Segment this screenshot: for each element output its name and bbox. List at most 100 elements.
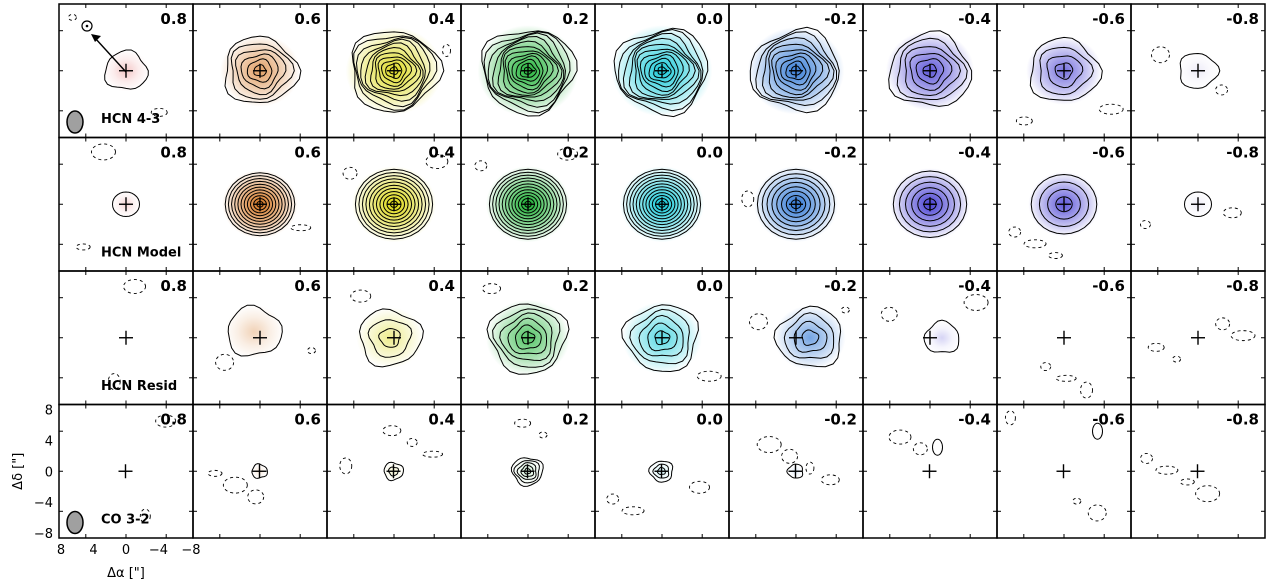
contour-line [780,55,811,86]
panel-content [107,279,147,390]
negative-contour [382,425,402,437]
channel-panel: -0.8 [1130,3,1266,139]
contour-line [487,32,566,108]
velocity-label: 0.0 [696,144,723,162]
negative-contour [1072,497,1082,505]
negative-contour [425,154,449,169]
contour-line [374,52,418,90]
velocity-label: -0.8 [1226,144,1259,162]
contour-line [780,190,812,218]
contour-line [367,319,413,358]
contour-line [483,31,571,114]
contour-line [513,460,540,484]
contour-line [237,183,283,225]
negative-contour [888,429,912,445]
velocity-label: -0.4 [958,144,991,162]
velocity-label: 0.6 [294,144,321,162]
velocity-label: -0.4 [958,411,991,429]
velocity-label: -0.2 [824,144,857,162]
velocity-label: 0.8 [160,411,187,429]
panel-content [75,143,141,251]
contour-line [911,187,949,222]
x-tick-label: −8 [181,543,200,558]
negative-contour [696,370,722,382]
contour-line [508,186,548,223]
panel-content [350,289,424,369]
velocity-label: -0.8 [1226,277,1259,295]
contour-line [507,317,547,355]
negative-contour [1222,207,1242,219]
contour-line [768,43,830,99]
x-axis-label: Δα ["] [107,566,145,580]
contour-line [104,49,149,90]
contour-line [249,195,271,214]
contour-line [652,463,670,479]
contour-line [1046,55,1084,89]
contour-line [492,171,564,237]
negative-contour [606,493,620,505]
velocity-label: 0.4 [428,411,455,429]
contour-line [651,194,673,214]
contour-line [230,43,295,100]
negative-contour [442,44,451,57]
negative-contour [1151,46,1170,64]
negative-contour [1008,226,1022,238]
channel-panel: 0.2 [460,136,596,272]
negative-contour [290,224,312,232]
contour-line [375,187,413,221]
contour-line [502,46,560,97]
y-axis-label: Δδ ["] [11,453,26,490]
panel-content [606,459,710,516]
contour-line [355,36,431,108]
channel-panel: -0.2 [728,136,864,272]
emission-blob [923,320,961,355]
contour-line [481,30,578,117]
channel-panel: 0.6 [192,3,328,139]
contour-line [227,175,293,234]
y-tick-label: 0 [45,465,53,480]
contour-line [495,174,561,234]
x-tick-label: 4 [89,543,97,558]
negative-contour [1080,381,1093,399]
negative-contour [538,431,548,439]
velocity-label: -0.6 [1092,277,1125,295]
channel-panel: -0.6 [996,136,1132,272]
channel-panel: -0.2 [728,270,864,406]
contour-line [653,62,672,79]
contour-line [251,463,268,479]
negative-contour [1004,410,1016,426]
panel-content [482,283,570,376]
negative-contour [781,448,799,464]
y-tick-label: −8 [34,527,53,542]
contour-line [639,51,684,93]
negative-contour [1040,362,1052,372]
negative-contour [155,414,177,428]
contour-line [365,178,423,231]
channel-panel: 0.4 [326,403,462,539]
contour-line [932,438,943,456]
contour-line [648,460,674,483]
channel-panel: 0.0 [594,136,730,272]
contour-line [629,308,690,365]
contour-line [1047,188,1081,220]
emission-blob [774,305,846,371]
velocity-label: 0.6 [294,10,321,28]
contour-line [516,462,537,480]
contour-line [492,35,565,102]
channel-panel: -0.8 [1130,136,1266,272]
contour-line [499,312,553,362]
contour-line [364,42,424,97]
contour-line [642,186,682,223]
contour-line [645,189,679,220]
contour-line [626,171,698,237]
contour-line [514,192,542,217]
negative-contour [339,457,353,475]
velocity-label: 0.0 [696,411,723,429]
x-tick-label: −4 [149,543,168,558]
negative-contour [805,461,815,475]
contour-line [647,322,678,352]
panel-content [339,425,444,482]
contour-line [504,183,552,226]
contour-line [628,37,700,100]
